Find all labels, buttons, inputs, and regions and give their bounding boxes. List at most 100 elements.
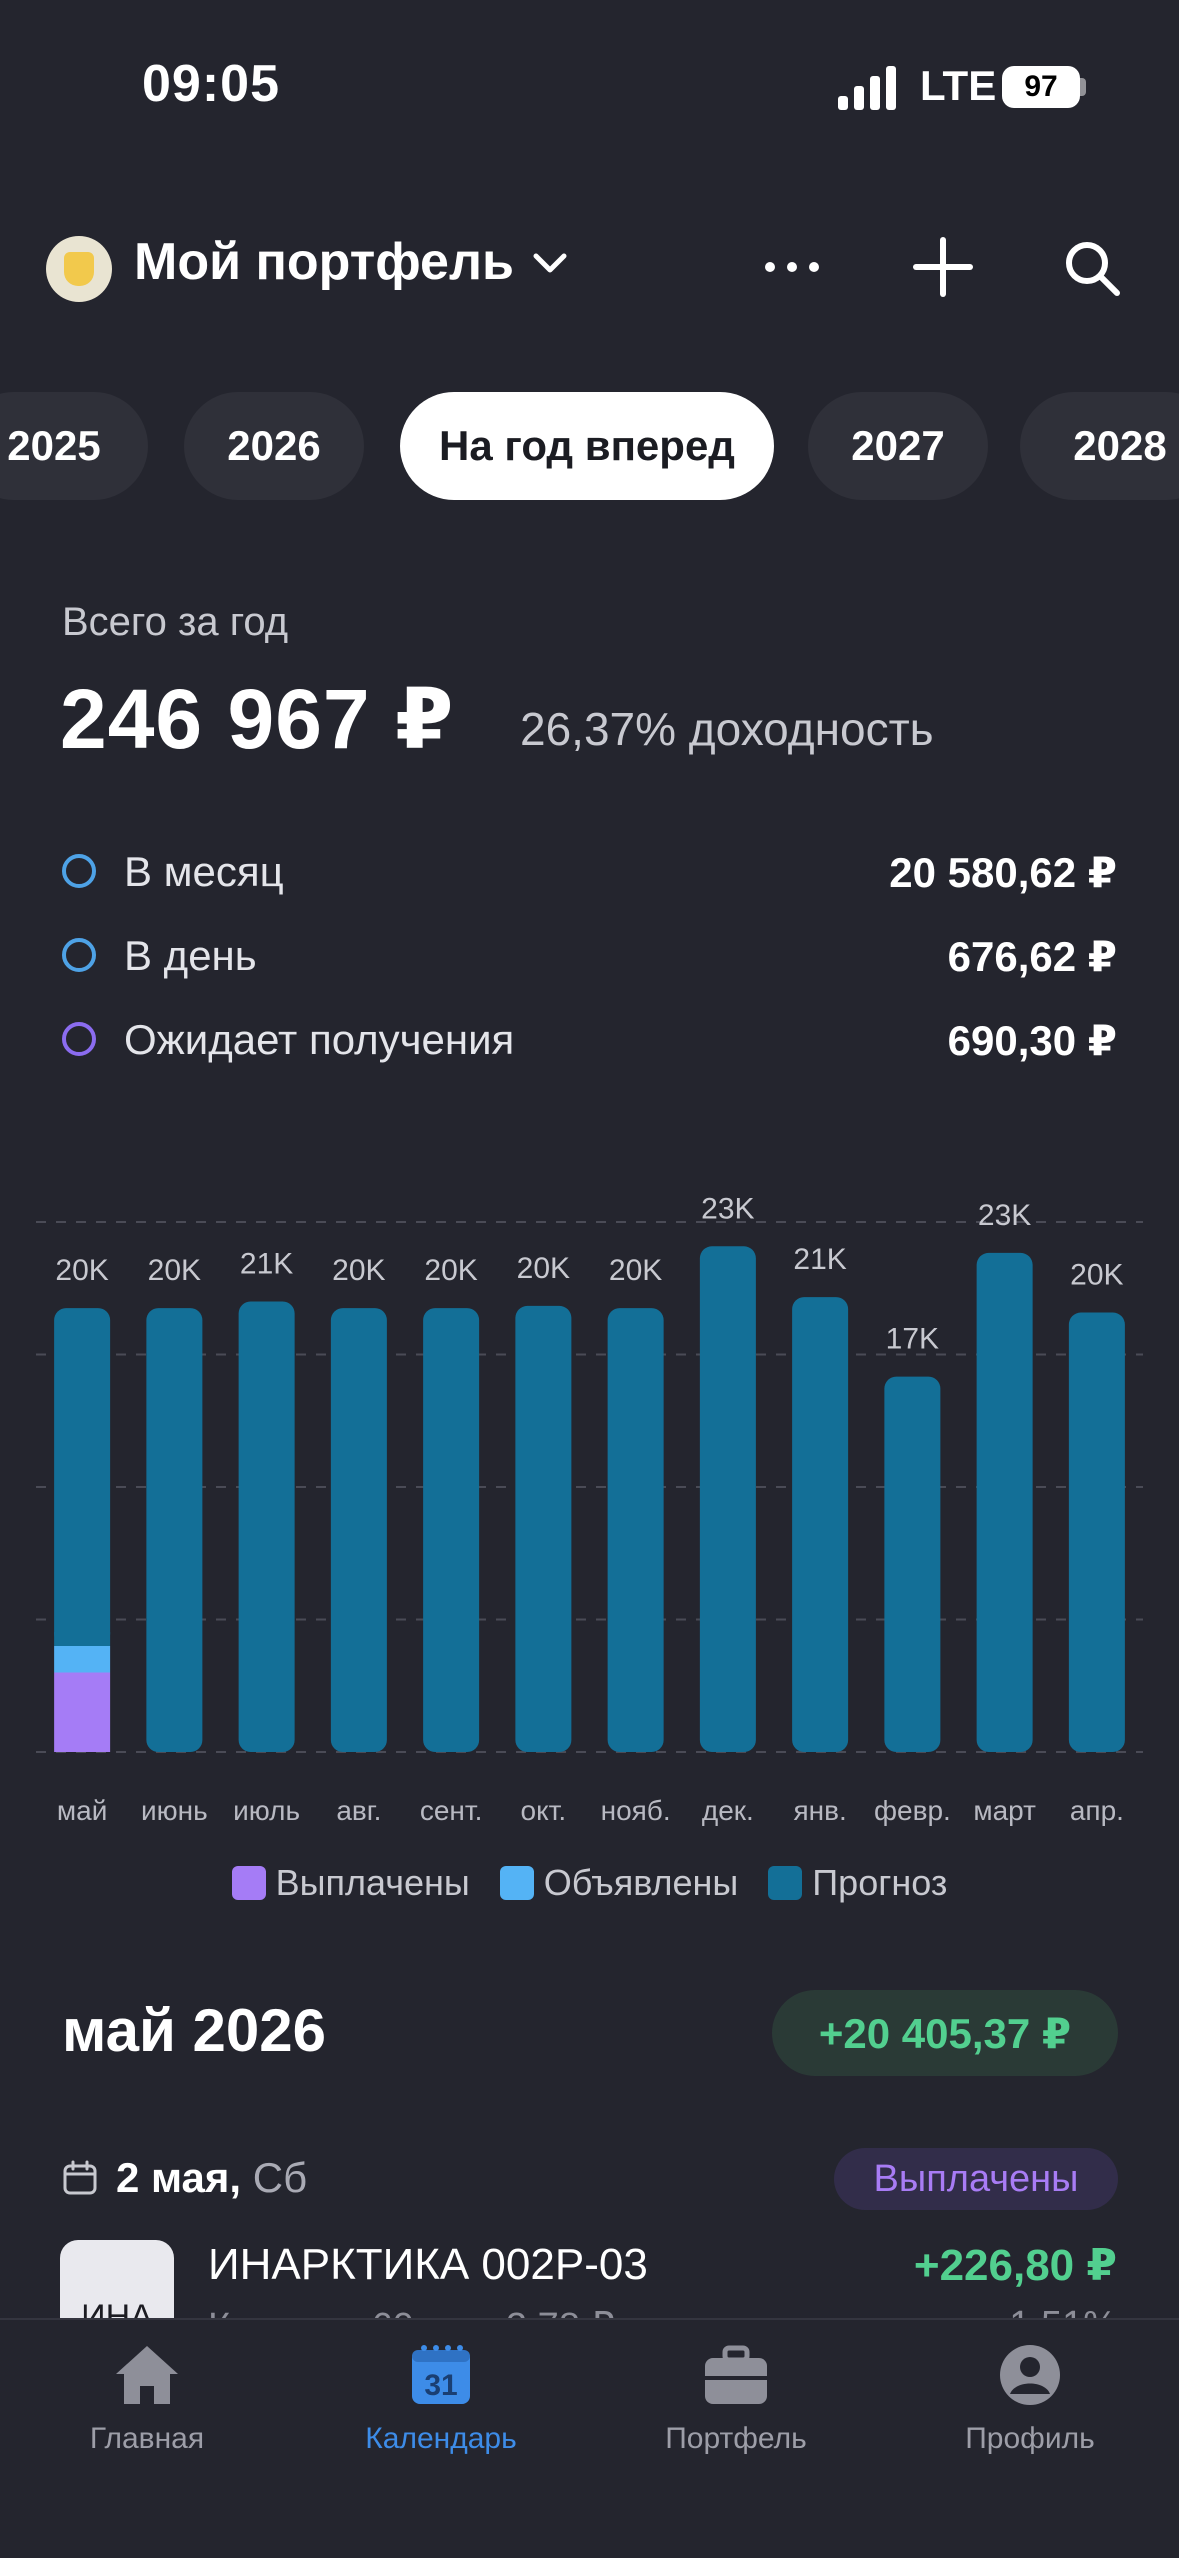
- bar-paid[interactable]: [54, 1672, 111, 1753]
- legend-forecast: Прогноз: [768, 1862, 947, 1904]
- month-tick-label: окт.: [521, 1795, 567, 1826]
- per-month-label: В месяц: [124, 848, 284, 895]
- month-tick-label: февр.: [874, 1795, 951, 1826]
- per-month-value: 20 580,62 ₽: [889, 849, 1117, 896]
- nav-portfolio[interactable]: Портфель: [606, 2342, 866, 2456]
- nav-label: Календарь: [365, 2422, 517, 2455]
- status-badge: Выплачены: [834, 2148, 1118, 2210]
- payment-date: 2 мая, Сб: [116, 2154, 307, 2202]
- network-type: LTE: [920, 62, 997, 109]
- circle-icon: [62, 938, 96, 972]
- bar-declared[interactable]: [54, 1646, 111, 1673]
- chart-legend: Выплачены Объявлены Прогноз: [0, 1862, 1179, 1904]
- legend-paid: Выплачены: [231, 1862, 470, 1904]
- bar-forecast[interactable]: [792, 1297, 849, 1752]
- legend-swatch: [231, 1866, 266, 1900]
- nav-home[interactable]: Главная: [17, 2342, 277, 2456]
- battery-tip: [1080, 78, 1086, 96]
- yield-text: 26,37% доходность: [520, 703, 934, 755]
- legend-label: Выплачены: [275, 1862, 470, 1903]
- bar-data-label: 21K: [793, 1243, 846, 1276]
- tab-year-ahead[interactable]: На год вперед: [400, 392, 774, 500]
- add-icon[interactable]: [912, 236, 974, 298]
- tab-2026[interactable]: 2026: [184, 392, 364, 500]
- bar-forecast[interactable]: [607, 1308, 664, 1752]
- signal-icon: [838, 66, 896, 110]
- bar-forecast[interactable]: [1068, 1312, 1125, 1752]
- bar-forecast[interactable]: [423, 1308, 480, 1752]
- bar-forecast[interactable]: [146, 1308, 203, 1752]
- dividends-chart: 20K май 20K июнь 21K июль 20K авг. 20K сент. 20K ок…: [36, 1192, 1143, 1826]
- nav-calendar[interactable]: 31 Календарь: [311, 2342, 571, 2456]
- bar-data-label: 17K: [886, 1323, 939, 1356]
- bar-forecast[interactable]: [54, 1308, 111, 1646]
- month-tick-label: март: [973, 1795, 1036, 1826]
- legend-label: Объявлены: [543, 1862, 739, 1903]
- pending-value: 690,30 ₽: [947, 1017, 1117, 1064]
- portfolio-title[interactable]: Мой портфель: [134, 233, 514, 291]
- bar-forecast[interactable]: [976, 1252, 1033, 1752]
- bar-data-label: 21K: [240, 1248, 293, 1281]
- bar-forecast[interactable]: [238, 1301, 295, 1753]
- month-title: май 2026: [62, 1997, 326, 2064]
- legend-label: Прогноз: [812, 1862, 948, 1903]
- tab-2025[interactable]: 2025: [0, 392, 148, 500]
- home-icon: [116, 2346, 178, 2404]
- month-tick-label: июль: [233, 1795, 300, 1826]
- legend-swatch: [499, 1866, 534, 1900]
- battery-icon: 97: [1002, 66, 1080, 108]
- bar-data-label: 20K: [424, 1254, 477, 1287]
- tab-2027[interactable]: 2027: [808, 392, 988, 500]
- profile-icon: [1000, 2345, 1060, 2405]
- bond-amount: +226,80 ₽: [913, 2241, 1117, 2290]
- bar-forecast[interactable]: [699, 1246, 756, 1752]
- total-label: Всего за год: [62, 600, 289, 644]
- calendar-day: 31: [424, 2369, 457, 2402]
- month-total-badge: +20 405,37 ₽: [772, 1990, 1118, 2076]
- month-tick-label: авг.: [336, 1795, 381, 1826]
- briefcase-icon: [705, 2345, 767, 2404]
- month-tick-label: дек.: [702, 1795, 754, 1826]
- legend-swatch: [768, 1866, 803, 1900]
- bottom-tab-bar: [0, 2318, 1179, 2558]
- bar-data-label: 20K: [609, 1254, 662, 1287]
- per-day-label: В день: [124, 932, 257, 979]
- pending-label: Ожидает получения: [124, 1016, 515, 1063]
- circle-icon: [62, 854, 96, 888]
- bar-data-label: 23K: [978, 1199, 1031, 1232]
- month-tick-label: май: [57, 1795, 107, 1826]
- date-day: 2 мая,: [116, 2154, 242, 2201]
- tab-2028[interactable]: 2028: [1020, 392, 1179, 500]
- month-tick-label: нояб.: [601, 1795, 671, 1826]
- total-amount: 246 967 ₽: [60, 672, 455, 766]
- nav-label: Главная: [89, 2422, 205, 2455]
- bar-data-label: 20K: [1070, 1259, 1123, 1292]
- month-tick-label: июнь: [141, 1795, 208, 1826]
- per-day-value: 676,62 ₽: [947, 933, 1117, 980]
- status-time: 09:05: [142, 55, 280, 113]
- month-tick-label: сент.: [420, 1795, 483, 1826]
- bond-name[interactable]: ИНАРКТИКА 002P-03: [208, 2240, 648, 2289]
- nav-profile[interactable]: Профиль: [900, 2342, 1160, 2456]
- month-tick-label: янв.: [793, 1795, 846, 1826]
- bar-data-label: 23K: [701, 1192, 754, 1225]
- search-icon[interactable]: [1062, 238, 1122, 298]
- bar-forecast[interactable]: [330, 1308, 387, 1752]
- chevron-down-icon[interactable]: [530, 248, 570, 278]
- bar-forecast[interactable]: [515, 1305, 572, 1752]
- date-weekday: Сб: [252, 2154, 308, 2201]
- bar-forecast[interactable]: [884, 1376, 941, 1752]
- nav-label: Портфель: [665, 2422, 807, 2455]
- bar-data-label: 20K: [517, 1252, 570, 1285]
- logo-shield-icon: [64, 252, 94, 286]
- circle-icon: [62, 1022, 96, 1056]
- bar-data-label: 20K: [332, 1254, 385, 1287]
- month-tick-label: апр.: [1070, 1795, 1124, 1826]
- battery-level: 97: [1024, 70, 1058, 103]
- more-icon[interactable]: [762, 258, 822, 276]
- bar-data-label: 20K: [148, 1254, 201, 1287]
- calendar-icon: [63, 2160, 97, 2195]
- nav-label: Профиль: [965, 2422, 1095, 2455]
- bar-segment-fill: [54, 1632, 111, 1646]
- calendar-icon: 31: [412, 2345, 470, 2404]
